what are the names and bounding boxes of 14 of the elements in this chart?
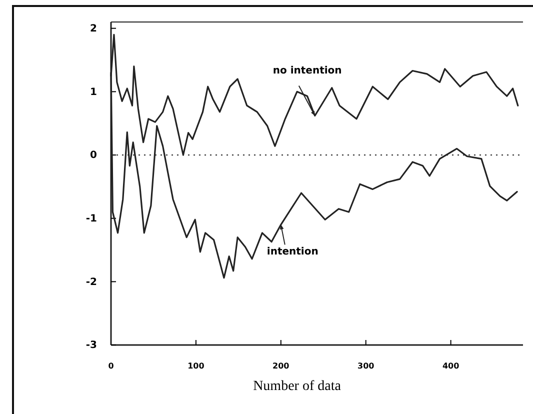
x-axis-title: Number of data	[253, 379, 342, 394]
annotation: intention	[266, 246, 318, 258]
x-tick-label: 200	[272, 362, 290, 371]
x-tick-label: 300	[357, 362, 375, 371]
x-tick-label: 0	[108, 362, 114, 371]
y-tick-label: -3	[86, 340, 98, 352]
annotation: no intention	[272, 66, 342, 77]
y-tick-label: 0	[90, 150, 98, 162]
y-tick-label: -2	[86, 276, 98, 288]
y-tick-label: 1	[90, 86, 98, 98]
x-tick-label: 100	[188, 362, 205, 371]
y-tick-label: -1	[86, 214, 98, 225]
x-tick-label: 400	[442, 362, 460, 371]
y-tick-label: 2	[90, 24, 98, 35]
